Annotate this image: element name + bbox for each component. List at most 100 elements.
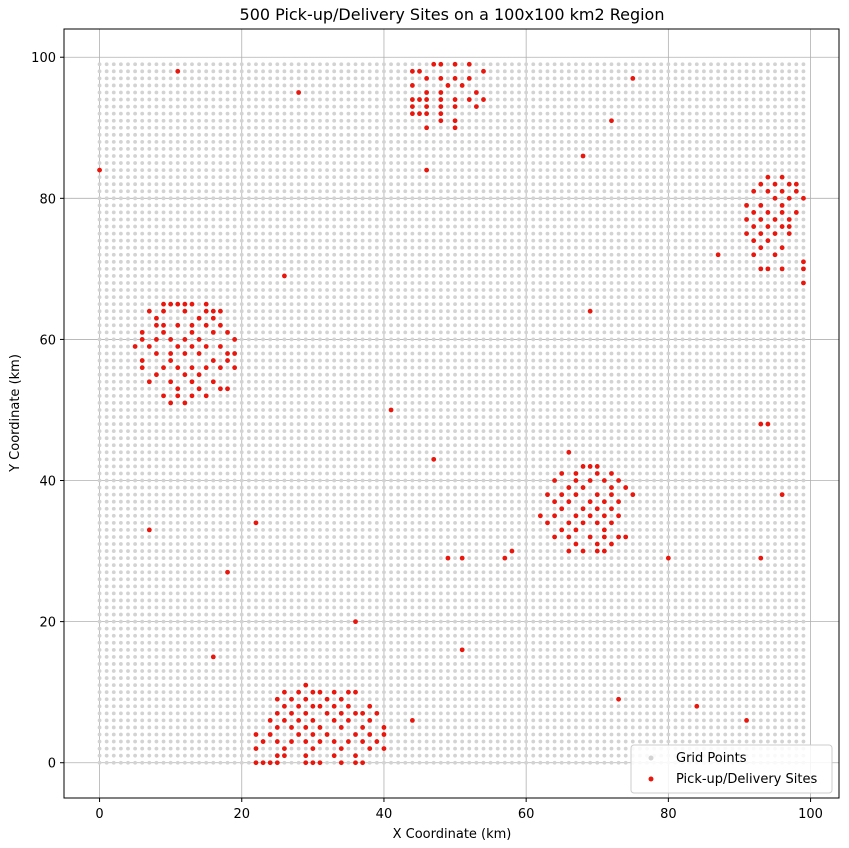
grid-point xyxy=(332,260,336,264)
grid-point xyxy=(432,380,436,384)
grid-point xyxy=(432,260,436,264)
grid-point xyxy=(403,521,407,525)
grid-point xyxy=(226,556,230,560)
grid-point xyxy=(389,203,393,207)
grid-point xyxy=(382,359,386,363)
grid-point xyxy=(432,556,436,560)
grid-point xyxy=(396,323,400,327)
grid-point xyxy=(332,535,336,539)
grid-point xyxy=(396,175,400,179)
grid-point xyxy=(211,556,215,560)
grid-point xyxy=(112,239,116,243)
grid-point xyxy=(219,718,223,722)
grid-point xyxy=(176,105,180,109)
grid-point xyxy=(268,606,272,610)
grid-point xyxy=(119,218,123,222)
grid-point xyxy=(283,493,287,497)
grid-point xyxy=(268,486,272,490)
grid-point xyxy=(354,627,358,631)
grid-point xyxy=(155,620,159,624)
grid-point xyxy=(176,486,180,490)
grid-point xyxy=(304,747,308,751)
grid-point xyxy=(311,119,315,123)
grid-point xyxy=(297,436,301,440)
grid-point xyxy=(446,401,450,405)
grid-point xyxy=(347,196,351,200)
grid-point xyxy=(204,415,208,419)
grid-point xyxy=(197,450,201,454)
grid-point xyxy=(204,175,208,179)
grid-point xyxy=(347,450,351,454)
grid-point xyxy=(332,528,336,532)
grid-point xyxy=(197,528,201,532)
grid-point xyxy=(283,648,287,652)
grid-point xyxy=(368,620,372,624)
grid-point xyxy=(439,380,443,384)
grid-point xyxy=(105,599,109,603)
grid-point xyxy=(432,549,436,553)
grid-point xyxy=(211,472,215,476)
grid-point xyxy=(432,218,436,222)
grid-point xyxy=(396,352,400,356)
grid-point xyxy=(439,196,443,200)
grid-point xyxy=(318,316,322,320)
grid-point xyxy=(183,436,187,440)
grid-point xyxy=(311,267,315,271)
grid-point xyxy=(396,563,400,567)
grid-point xyxy=(290,295,294,299)
grid-point xyxy=(226,98,230,102)
grid-point xyxy=(98,761,102,765)
grid-point xyxy=(354,182,358,186)
grid-point xyxy=(275,415,279,419)
grid-point xyxy=(112,493,116,497)
grid-point xyxy=(304,380,308,384)
grid-point xyxy=(311,577,315,581)
grid-point xyxy=(375,387,379,391)
grid-point xyxy=(240,457,244,461)
grid-point xyxy=(105,182,109,186)
grid-point xyxy=(339,69,343,73)
grid-point xyxy=(147,91,151,95)
grid-point xyxy=(183,394,187,398)
grid-point xyxy=(190,62,194,66)
grid-point xyxy=(112,754,116,758)
grid-point xyxy=(204,662,208,666)
grid-point xyxy=(425,182,429,186)
grid-point xyxy=(311,288,315,292)
grid-point xyxy=(261,218,265,222)
grid-point xyxy=(261,507,265,511)
grid-point xyxy=(297,669,301,673)
grid-point xyxy=(261,683,265,687)
grid-point xyxy=(311,472,315,476)
grid-point xyxy=(354,133,358,137)
grid-point xyxy=(311,232,315,236)
grid-point xyxy=(297,352,301,356)
grid-point xyxy=(318,521,322,525)
grid-point xyxy=(247,422,251,426)
grid-point xyxy=(368,154,372,158)
grid-point xyxy=(311,422,315,426)
grid-point xyxy=(318,302,322,306)
grid-point xyxy=(275,394,279,398)
grid-point xyxy=(119,281,123,285)
grid-point xyxy=(126,352,130,356)
grid-point xyxy=(410,253,414,257)
grid-point xyxy=(403,669,407,673)
grid-point xyxy=(98,584,102,588)
grid-point xyxy=(119,232,123,236)
grid-point xyxy=(183,457,187,461)
grid-point xyxy=(105,218,109,222)
grid-point xyxy=(339,394,343,398)
grid-point xyxy=(439,373,443,377)
grid-point xyxy=(197,641,201,645)
grid-point xyxy=(240,105,244,109)
grid-point xyxy=(140,408,144,412)
grid-point xyxy=(133,408,137,412)
grid-point xyxy=(311,211,315,215)
grid-point xyxy=(368,542,372,546)
grid-point xyxy=(425,436,429,440)
grid-point xyxy=(304,105,308,109)
grid-point xyxy=(219,91,223,95)
grid-point xyxy=(140,740,144,744)
grid-point xyxy=(432,91,436,95)
